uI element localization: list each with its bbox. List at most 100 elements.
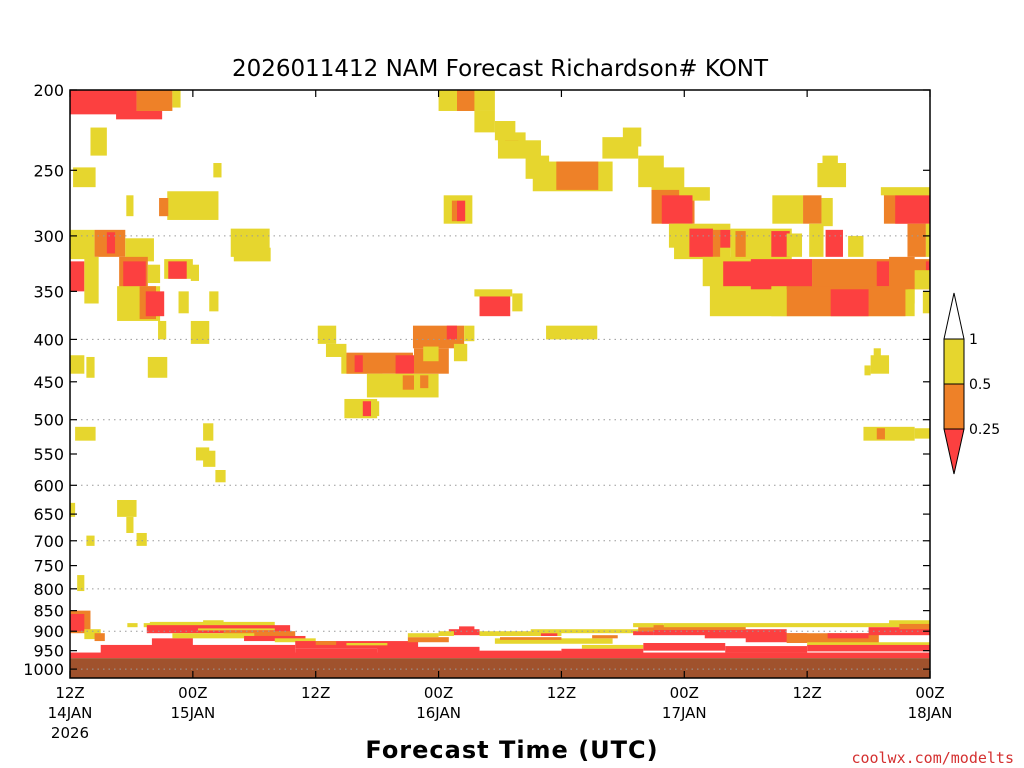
ri-region-yellow	[822, 155, 838, 168]
ri-region-orange	[223, 631, 296, 638]
ri-region-red	[771, 231, 790, 257]
legend-bin-0-25-to-0-5	[943, 383, 965, 430]
ri-region-yellow	[197, 628, 275, 631]
ri-region-yellow	[873, 348, 881, 357]
ri-region-yellow	[147, 264, 161, 284]
ri-region-yellow	[317, 325, 337, 344]
ri-region-orange	[907, 223, 926, 257]
ri-region-yellow	[771, 286, 787, 317]
ri-region-orange	[451, 200, 457, 222]
x-tick-label: 12Z	[792, 684, 821, 702]
ri-region-yellow	[233, 247, 271, 262]
ri-region-yellow	[530, 629, 654, 634]
ri-region-yellow	[864, 365, 871, 376]
ri-region-yellow	[70, 502, 76, 517]
ri-region-yellow	[821, 197, 833, 227]
ri-region-red	[100, 644, 296, 655]
x-tick-label: 00Z	[178, 684, 207, 702]
y-tick-label: 850	[33, 602, 64, 621]
ri-region-yellow	[213, 163, 222, 178]
ri-region-orange	[500, 637, 562, 640]
ri-region-yellow	[474, 289, 513, 297]
ri-region-yellow	[84, 256, 99, 304]
ri-region-yellow	[512, 293, 523, 312]
ri-region-yellow	[172, 633, 255, 639]
y-tick-label: 400	[33, 330, 64, 349]
x-tick-label: 00Z	[424, 684, 453, 702]
ri-region-yellow	[438, 631, 454, 636]
ri-region-red	[457, 200, 466, 222]
ri-region-red	[633, 631, 654, 636]
ri-region-yellow	[922, 291, 930, 314]
ri-region-yellow	[86, 535, 95, 546]
ri-region-orange	[556, 161, 599, 190]
ri-region-yellow	[117, 499, 137, 517]
x-tick-label: 12Z	[301, 684, 330, 702]
ri-region-red	[895, 195, 930, 224]
ri-region-yellow	[70, 355, 85, 374]
credit-text: coolwx.com/modelts	[851, 749, 1014, 767]
ri-region-red	[151, 638, 193, 647]
ri-region-yellow	[407, 633, 439, 638]
ri-region-orange	[407, 637, 449, 643]
ri-region-red	[145, 291, 165, 317]
ri-region-orange	[94, 633, 105, 642]
ri-region-red	[395, 355, 414, 374]
chart-title: 2026011412 NAM Forecast Richardson# KONT	[232, 56, 769, 82]
ri-region-orange	[876, 428, 885, 440]
ri-region-red	[689, 228, 713, 257]
ri-region-yellow	[90, 127, 107, 156]
y-tick-label: 350	[33, 282, 64, 301]
legend-label: 0.5	[969, 377, 991, 393]
ri-region-orange	[402, 375, 414, 390]
ri-region-orange	[159, 197, 169, 217]
ri-region-yellow	[190, 320, 210, 344]
ri-region-red	[123, 261, 146, 292]
ri-region-orange	[899, 623, 930, 630]
ri-region-red	[377, 646, 480, 655]
ri-region-yellow	[86, 356, 95, 378]
ri-region-yellow	[772, 195, 804, 224]
ri-region-red	[704, 633, 808, 639]
ri-region-yellow	[848, 235, 864, 257]
ri-region-red	[106, 232, 116, 254]
ri-region-red	[459, 626, 475, 631]
ri-region-orange	[803, 195, 822, 224]
ri-region-yellow	[925, 223, 930, 257]
ri-region-red	[168, 261, 187, 279]
ri-region-yellow	[127, 623, 138, 628]
y-tick-label: 600	[33, 476, 64, 495]
x-axis-title: Forecast Time (UTC)	[365, 736, 658, 764]
ri-region-yellow	[497, 132, 526, 144]
y-gridlines	[70, 235, 930, 670]
ri-region-yellow	[325, 343, 347, 357]
y-tick-label: 750	[33, 557, 64, 576]
y-tick-label: 1000	[23, 660, 64, 679]
ri-region-red	[643, 643, 726, 651]
y-tick-label: 550	[33, 445, 64, 464]
ri-region-yellow	[158, 320, 167, 340]
ri-region-red	[661, 195, 693, 224]
ri-region-red	[750, 259, 813, 290]
ri-region-yellow	[203, 620, 224, 624]
y-tick-label: 250	[33, 161, 64, 180]
ri-region-yellow	[203, 450, 216, 467]
ri-region-yellow	[73, 167, 96, 188]
ri-region-red	[807, 644, 930, 652]
x-tick-date: 16JAN	[416, 704, 461, 722]
ri-region-red	[825, 229, 843, 257]
ground-band	[70, 658, 930, 678]
color-legend: 1 0.5 0.25	[943, 292, 1000, 475]
ri-region-yellow	[479, 631, 562, 636]
ri-region-yellow	[190, 264, 199, 281]
x-tick-label: 00Z	[670, 684, 699, 702]
ri-region-orange	[712, 229, 721, 257]
ri-region-yellow	[149, 621, 275, 627]
y-tick-label: 500	[33, 411, 64, 430]
ri-region-yellow	[77, 575, 85, 592]
ri-region-red	[830, 289, 869, 317]
x-tick-date: 17JAN	[662, 704, 707, 722]
ri-region-orange	[136, 90, 173, 111]
ri-region-red	[561, 648, 644, 655]
